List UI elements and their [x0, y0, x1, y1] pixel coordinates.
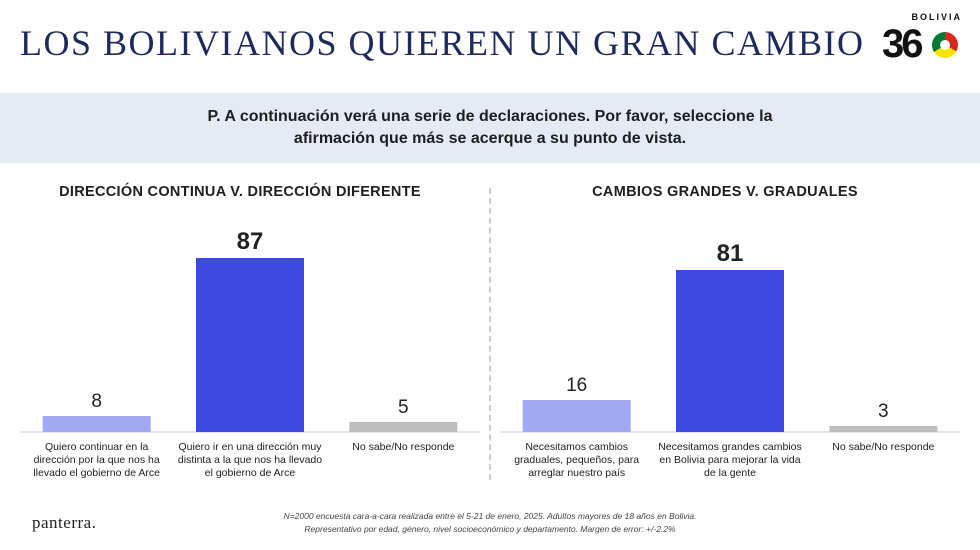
- left-bar-2: [196, 258, 304, 432]
- right-bar-3: [829, 426, 938, 432]
- right-chart-title: CAMBIOS GRANDES V. GRADUALES: [592, 184, 858, 200]
- left-category-label-1: Quiero continuar en la: [45, 441, 148, 453]
- left-category-label-2: Quiero ir en una dirección muy: [179, 441, 323, 453]
- left-value-label-1: 8: [91, 391, 102, 412]
- right-category-label-1: graduales, pequeños, para: [514, 454, 639, 466]
- bolivia-360-logo: BOLIVIA 36: [882, 10, 966, 68]
- right-category-label-2: de la gente: [704, 467, 756, 479]
- methodology-note-line1: N=2000 encuesta cara-a-cara realizada en…: [283, 511, 697, 521]
- right-value-label-1: 16: [566, 375, 587, 396]
- logo-zero-ring-icon: [932, 32, 958, 58]
- left-category-label-1: dirección por la que nos ha: [34, 454, 160, 466]
- right-category-label-2: en Bolivia para mejorar la vida: [659, 454, 800, 466]
- left-value-label-3: 5: [398, 397, 409, 418]
- right-value-label-2: 81: [717, 240, 744, 267]
- left-bar-1: [42, 416, 151, 432]
- right-category-label-3: No sabe/No responde: [832, 441, 934, 453]
- right-category-label-1: Necesitamos cambios: [525, 441, 628, 453]
- right-bar-1: [522, 400, 631, 432]
- survey-question: P. A continuación verá una serie de decl…: [207, 108, 773, 147]
- panterra-logo: panterra.: [32, 513, 97, 532]
- methodology-note-line2: Representativo por edad, género, nivel s…: [304, 524, 676, 534]
- right-value-label-3: 3: [878, 401, 889, 422]
- page-title: LOS BOLIVIANOS QUIEREN UN GRAN CAMBIO: [20, 23, 865, 63]
- logo-country: BOLIVIA: [911, 12, 962, 22]
- methodology-note: N=2000 encuesta cara-a-cara realizada en…: [250, 510, 730, 536]
- panel-divider: [489, 188, 491, 480]
- left-chart-title: DIRECCIÓN CONTINUA V. DIRECCIÓN DIFERENT…: [59, 184, 421, 200]
- left-category-label-2: distinta a la que nos ha llevado: [178, 454, 322, 466]
- left-bar-3: [349, 422, 458, 432]
- right-category-label-2: Necesitamos grandes cambios: [658, 441, 802, 453]
- question-band: P. A continuación verá una serie de decl…: [0, 93, 980, 163]
- left-category-label-3: No sabe/No responde: [352, 441, 454, 453]
- left-category-label-2: el gobierno de Arce: [205, 467, 296, 479]
- left-category-label-1: llevado el gobierno de Arce: [33, 467, 160, 479]
- left-value-label-2: 87: [237, 228, 264, 255]
- right-category-label-1: arreglar nuestro país: [528, 467, 625, 479]
- right-bar-2: [676, 270, 784, 432]
- logo-number: 36: [882, 22, 923, 66]
